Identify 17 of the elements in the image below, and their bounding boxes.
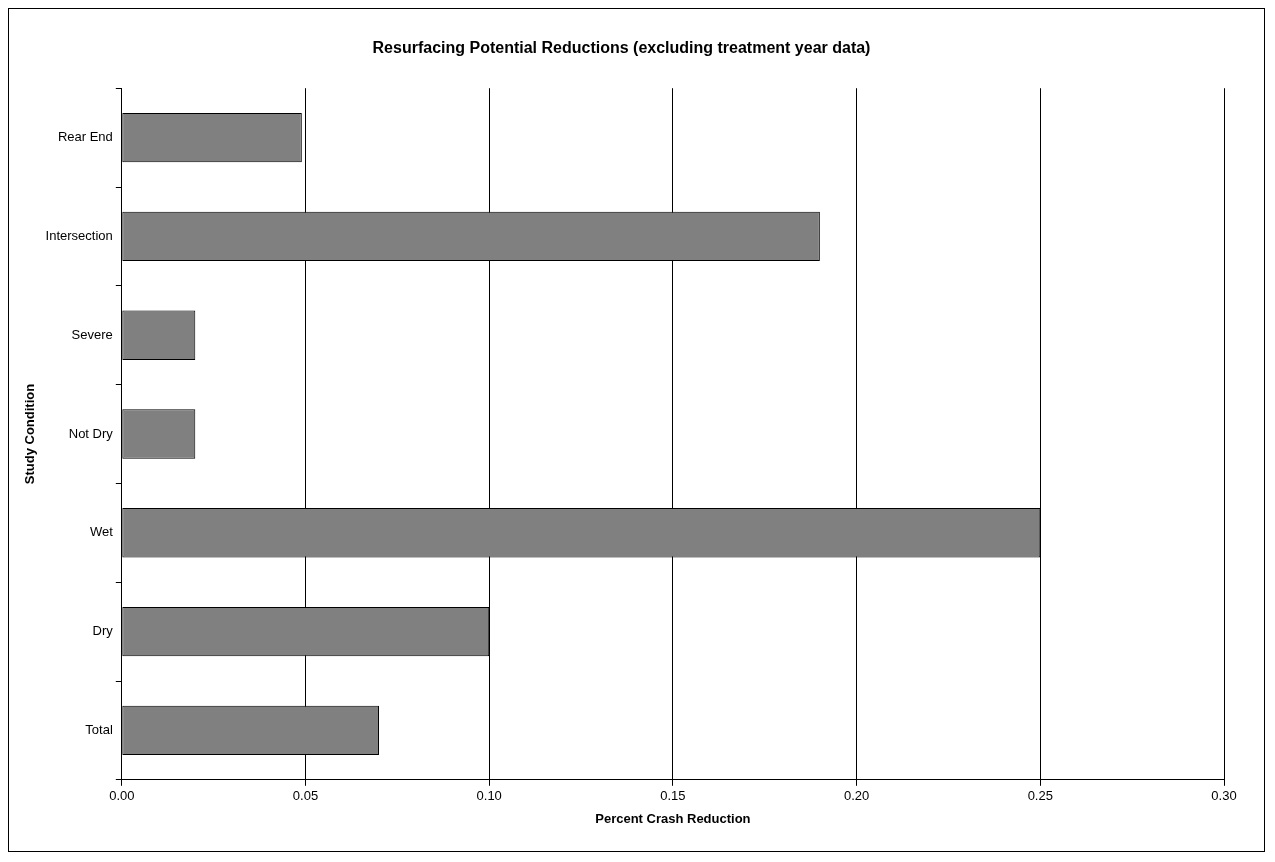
x-axis-title: Percent Crash Reduction	[595, 810, 751, 826]
chart-title: Resurfacing Potential Reductions (excluding treatment year data)	[372, 39, 871, 57]
x-tick-label: 0.10	[476, 788, 502, 804]
x-tick-label: 0.05	[292, 788, 319, 804]
y-tick-label: Total	[85, 721, 113, 737]
y-tick-label: Not Dry	[68, 425, 114, 441]
y-tick-label: Wet	[89, 524, 114, 540]
y-axis-title: Study Condition	[22, 383, 38, 485]
x-tick-label: 0.00	[109, 788, 135, 804]
y-tick-label: Dry	[92, 623, 114, 639]
y-tick-label: Severe	[71, 326, 113, 342]
y-tick-label: Rear End	[57, 129, 113, 145]
x-tick-label: 0.15	[660, 788, 686, 804]
x-tick-label: 0.20	[843, 788, 870, 804]
y-tick-label: Intersection	[45, 227, 113, 243]
x-tick-label: 0.30	[1211, 788, 1237, 804]
x-tick-label: 0.25	[1027, 788, 1053, 804]
